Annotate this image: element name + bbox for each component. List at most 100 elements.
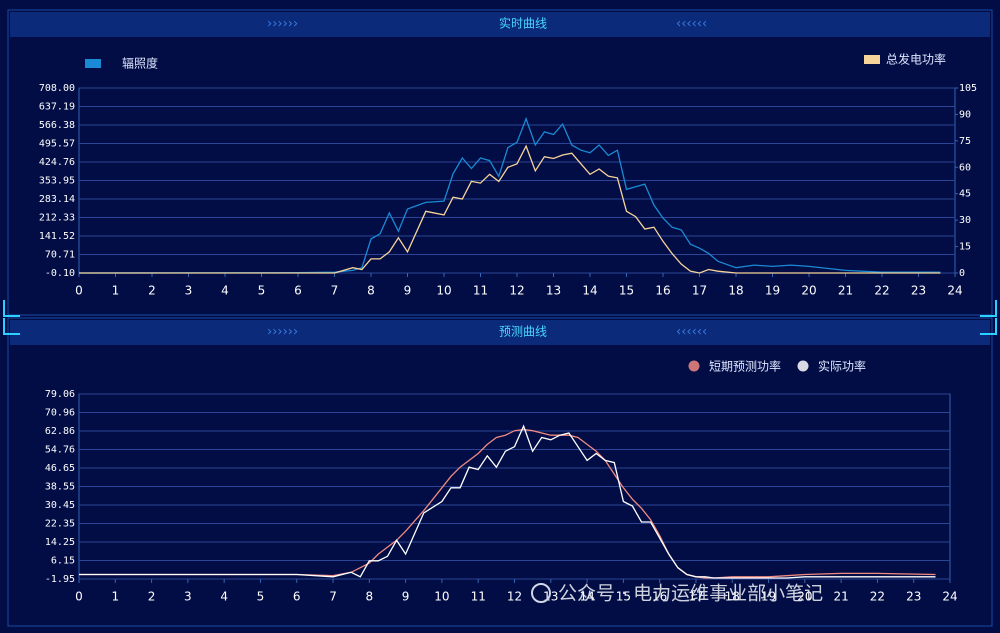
x-tick-label: 8	[366, 590, 374, 604]
corner	[3, 300, 997, 317]
y-tick-label: 14.25	[45, 537, 75, 548]
legend-label: 实际功率	[818, 359, 866, 374]
watermark-icon	[531, 583, 551, 603]
x-tick-label: 19	[765, 284, 780, 298]
y-tick-label: 495.57	[39, 139, 75, 150]
legend-label: 总发电功率	[886, 52, 946, 67]
y2-tick-label: 75	[959, 136, 971, 147]
x-tick-label: 7	[331, 284, 339, 298]
x-tick-label: 9	[404, 284, 412, 298]
legend-swatch	[797, 360, 809, 372]
y-tick-label: 79.06	[45, 389, 75, 400]
x-tick-label: 20	[801, 284, 816, 298]
x-tick-label: 8	[367, 284, 375, 298]
x-tick-label: 2	[148, 284, 156, 298]
x-tick-label: 7	[329, 590, 337, 604]
y2-tick-label: 90	[959, 109, 971, 120]
x-tick-label: 12	[507, 590, 522, 604]
x-tick-label: 6	[294, 284, 302, 298]
legend-label: 短期预测功率	[709, 359, 781, 374]
x-tick-label: 15	[616, 590, 631, 604]
chevrons: ‹‹‹‹‹‹	[676, 17, 707, 32]
x-tick-label: 10	[436, 284, 451, 298]
y-tick-label: 30.45	[45, 500, 75, 511]
corner	[3, 318, 997, 335]
y-tick-label: 141.52	[39, 231, 75, 242]
x-tick-label: 14	[579, 590, 594, 604]
y2-tick-label: 30	[959, 215, 971, 226]
x-tick-label: 1	[112, 284, 120, 298]
y2-tick-label: 0	[959, 268, 965, 279]
y-tick-label: 22.35	[45, 519, 75, 530]
x-tick-label: 18	[725, 590, 740, 604]
x-tick-label: 4	[220, 590, 228, 604]
x-tick-label: 11	[471, 590, 486, 604]
y-tick-label: 424.76	[39, 157, 75, 168]
x-tick-label: 20	[797, 590, 812, 604]
x-tick-label: 21	[833, 590, 848, 604]
panel-top: ›››››› ‹‹‹‹‹‹ 实时曲线	[3, 9, 997, 317]
x-tick-label: 16	[655, 284, 670, 298]
chevrons: ››››››	[267, 325, 298, 340]
series-line	[78, 116, 941, 274]
y-tick-label: -0.10	[45, 268, 75, 279]
x-tick-label: 0	[75, 590, 83, 604]
chevrons: ‹‹‹‹‹‹	[676, 325, 707, 340]
x-tick-label: 10	[434, 590, 449, 604]
x-tick-label: 15	[619, 284, 634, 298]
x-tick-label: 11	[473, 284, 488, 298]
x-tick-label: 1	[111, 590, 119, 604]
y-tick-label: 6.15	[51, 556, 75, 567]
y-tick-label: 70.71	[45, 250, 75, 261]
x-tick-label: 22	[870, 590, 885, 604]
panel-frame	[7, 9, 993, 316]
y2-tick-label: 105	[959, 83, 977, 94]
x-tick-label: 22	[874, 284, 889, 298]
panel-header	[10, 320, 990, 345]
x-tick-label: 14	[582, 284, 597, 298]
y-tick-label: 708.00	[39, 83, 75, 94]
y-tick-label: 353.95	[39, 176, 75, 187]
x-tick-label: 23	[906, 590, 921, 604]
x-tick-label: 5	[258, 284, 266, 298]
x-tick-label: 3	[185, 284, 193, 298]
x-tick-label: 2	[148, 590, 156, 604]
x-tick-label: 0	[75, 284, 83, 298]
series-line	[79, 424, 936, 579]
y-tick-label: 46.65	[45, 463, 75, 474]
x-tick-label: 4	[221, 284, 229, 298]
x-tick-label: 5	[257, 590, 265, 604]
panel-frame	[7, 317, 993, 627]
chevrons: ››››››	[267, 17, 298, 32]
y-tick-label: 637.19	[39, 102, 75, 113]
x-tick-label: 21	[838, 284, 853, 298]
panel-header	[10, 12, 990, 37]
x-tick-label: 6	[293, 590, 301, 604]
x-tick-label: 17	[692, 284, 707, 298]
x-tick-label: 17	[688, 590, 703, 604]
x-tick-label: 3	[184, 590, 192, 604]
x-tick-label: 24	[942, 590, 957, 604]
x-tick-label: 9	[402, 590, 410, 604]
legend-swatch	[85, 59, 101, 68]
x-tick-label: 23	[911, 284, 926, 298]
y-tick-label: 566.38	[39, 120, 75, 131]
panel-title: 预测曲线	[499, 325, 547, 339]
x-tick-label: 12	[509, 284, 524, 298]
series-line	[79, 144, 941, 274]
y-tick-label: 38.55	[45, 482, 75, 493]
y-tick-label: -1.95	[45, 574, 75, 585]
y-tick-label: 62.86	[45, 426, 75, 437]
x-tick-label: 18	[728, 284, 743, 298]
legend-label: 辐照度	[122, 56, 158, 71]
panel-bottom: ›››››› ‹‹‹‹‹‹ 预测曲线	[3, 317, 997, 627]
watermark: 公众号 · 电力运维事业部小笔记	[558, 583, 823, 605]
y-tick-label: 70.96	[45, 407, 75, 418]
x-tick-label: 16	[652, 590, 667, 604]
y2-tick-label: 60	[959, 162, 971, 173]
x-tick-label: 19	[761, 590, 776, 604]
panel-title: 实时曲线	[499, 16, 547, 31]
legend-swatch	[688, 360, 700, 372]
x-tick-label: 13	[546, 284, 561, 298]
